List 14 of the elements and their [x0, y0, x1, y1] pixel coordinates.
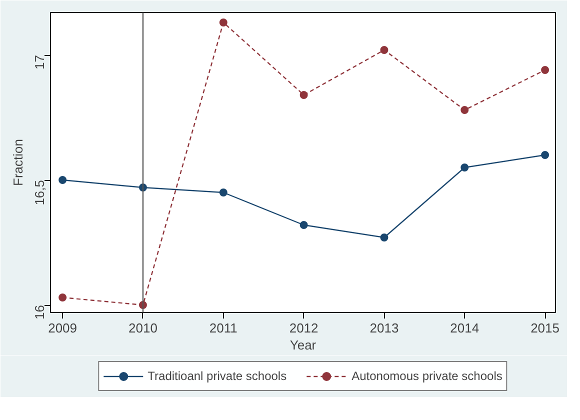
y-tick-label: 16: [32, 304, 47, 320]
legend-label: Autonomous private schools: [352, 369, 502, 383]
legend-label: Traditioanl private schools: [148, 369, 287, 383]
y-axis-title: Fraction: [10, 139, 26, 186]
x-tick-label: 2010: [128, 320, 158, 336]
x-tick-label: 2011: [209, 320, 238, 336]
x-axis-title: Year: [290, 338, 317, 352]
x-tick-label: 2015: [530, 320, 560, 336]
x-tick-label: 2013: [370, 320, 399, 336]
x-tick-label: 2014: [450, 320, 480, 336]
y-tick-label: 17: [32, 54, 47, 70]
x-tick-label: 2012: [289, 320, 318, 336]
y-tick-label: 16,5: [32, 180, 47, 206]
x-tick-label: 2009: [48, 320, 78, 336]
